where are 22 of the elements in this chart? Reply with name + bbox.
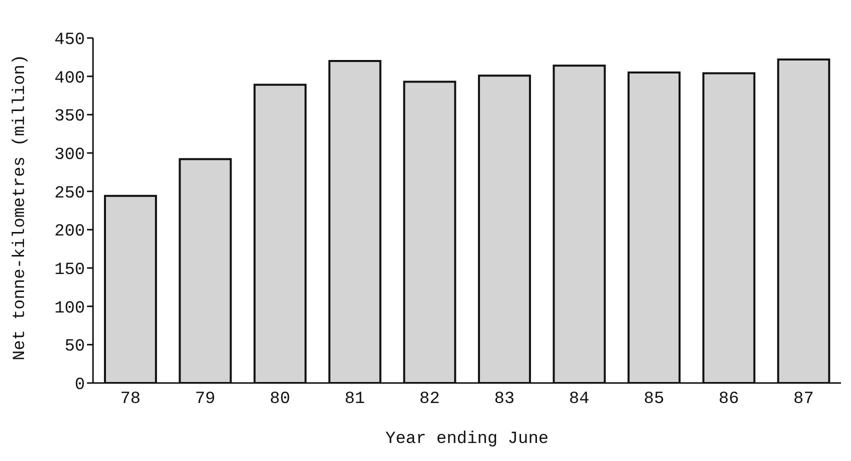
y-tick-label: 350 xyxy=(54,108,85,127)
x-tick-label: 78 xyxy=(120,390,141,410)
x-tick-label: 84 xyxy=(568,390,590,410)
x-tick-label: 83 xyxy=(494,390,515,410)
x-tick-label: 80 xyxy=(270,390,290,410)
y-tick-label: 0 xyxy=(74,376,85,396)
y-tick-label: 300 xyxy=(54,146,85,166)
y-tick-label: 200 xyxy=(54,222,85,242)
y-tick-label: 100 xyxy=(54,299,85,318)
x-axis-title: Year ending June xyxy=(385,430,549,450)
x-tick-label: 86 xyxy=(718,390,740,410)
y-tick-label: 150 xyxy=(54,261,85,280)
y-axis-title: Net tonne-kilometres (million) xyxy=(11,54,30,360)
y-tick-label: 400 xyxy=(54,69,85,88)
y-tick-label: 250 xyxy=(54,184,85,204)
x-tick-label: 79 xyxy=(194,390,216,410)
x-tick-label: 82 xyxy=(419,390,440,410)
y-tick-label: 50 xyxy=(64,338,85,357)
x-tick-label: 81 xyxy=(344,390,366,410)
y-tick-label: 450 xyxy=(54,31,85,50)
x-tick-label: 85 xyxy=(644,390,664,410)
x-tick-label: 87 xyxy=(793,390,814,410)
